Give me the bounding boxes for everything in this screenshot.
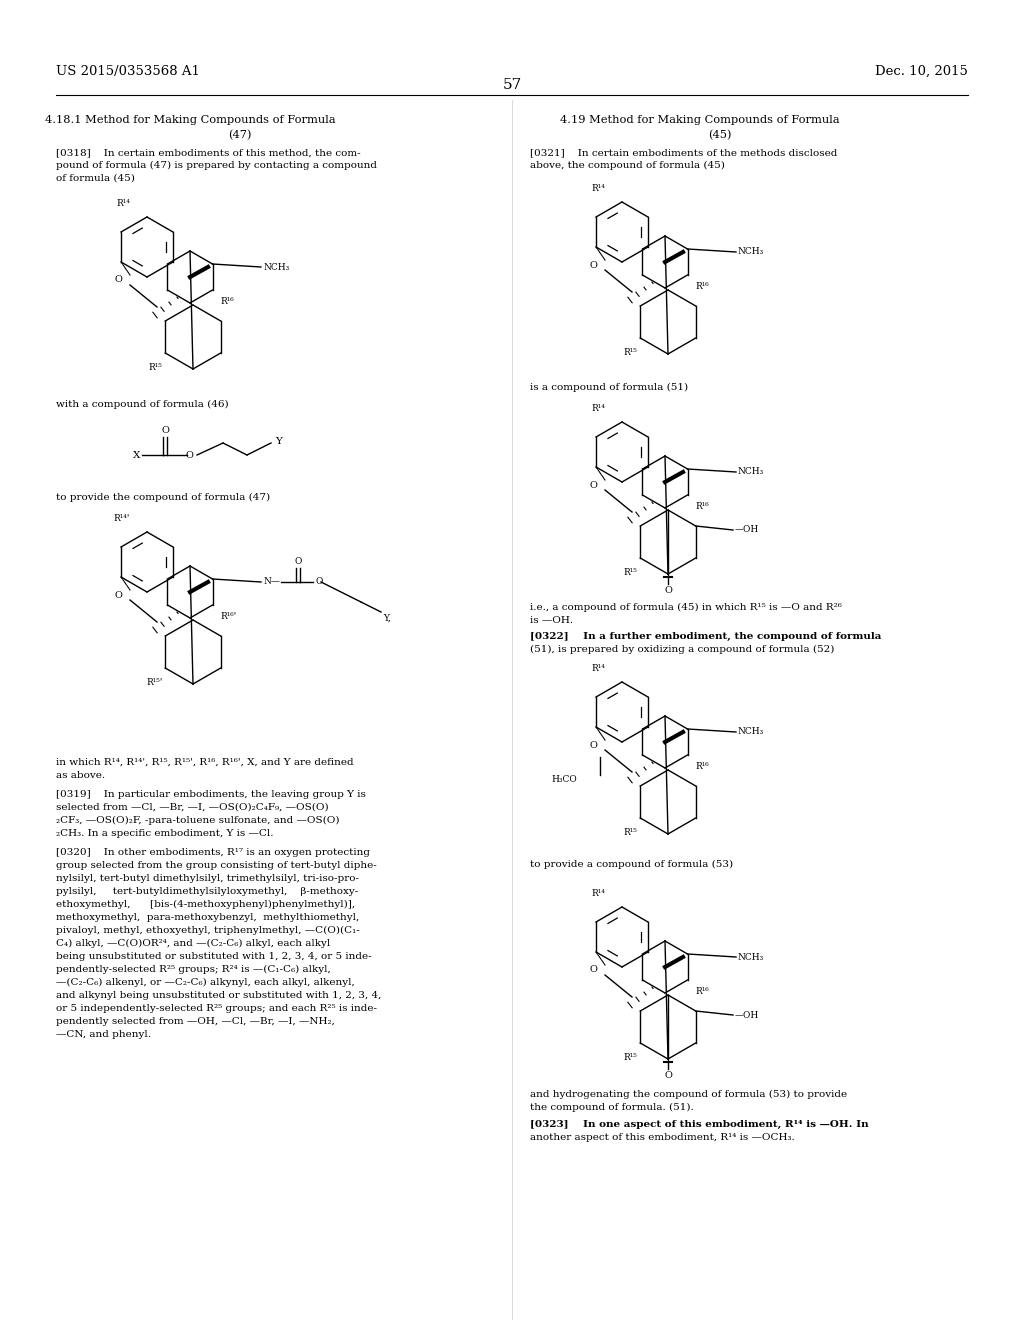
Text: —(C₂-C₆) alkenyl, or —C₂-C₆) alkynyl, each alkyl, alkenyl,: —(C₂-C₆) alkenyl, or —C₂-C₆) alkynyl, ea…: [56, 978, 354, 987]
Text: the compound of formula. (51).: the compound of formula. (51).: [530, 1104, 693, 1113]
Text: or 5 independently-selected R²⁵ groups; and each R²⁵ is inde-: or 5 independently-selected R²⁵ groups; …: [56, 1005, 377, 1012]
Text: and alkynyl being unsubstituted or substituted with 1, 2, 3, 4,: and alkynyl being unsubstituted or subst…: [56, 991, 381, 1001]
Text: in which R¹⁴, R¹⁴', R¹⁵, R¹⁵', R¹⁶, R¹⁶', X, and Y are defined: in which R¹⁴, R¹⁴', R¹⁵, R¹⁵', R¹⁶, R¹⁶'…: [56, 758, 353, 767]
Text: H₃CO: H₃CO: [551, 776, 577, 784]
Text: another aspect of this embodiment, R¹⁴ is —OCH₃.: another aspect of this embodiment, R¹⁴ i…: [530, 1133, 795, 1142]
Text: R¹⁵: R¹⁵: [624, 828, 637, 837]
Text: above, the compound of formula (45): above, the compound of formula (45): [530, 161, 725, 170]
Text: O: O: [589, 965, 597, 974]
Text: R¹⁶: R¹⁶: [695, 987, 709, 997]
Text: pendently selected from —OH, —Cl, —Br, —I, —NH₂,: pendently selected from —OH, —Cl, —Br, —…: [56, 1016, 335, 1026]
Text: (47): (47): [228, 129, 252, 140]
Text: Dec. 10, 2015: Dec. 10, 2015: [876, 65, 968, 78]
Text: nylsilyl, tert-butyl dimethylsilyl, trimethylsilyl, tri-iso-pro-: nylsilyl, tert-butyl dimethylsilyl, trim…: [56, 874, 359, 883]
Text: NCH₃: NCH₃: [738, 467, 764, 477]
Text: Y: Y: [275, 437, 282, 446]
Text: 4.18.1 Method for Making Compounds of Formula: 4.18.1 Method for Making Compounds of Fo…: [45, 115, 335, 125]
Text: R¹⁴: R¹⁴: [591, 404, 605, 413]
Text: R¹⁵: R¹⁵: [624, 568, 637, 577]
Text: ethoxymethyl,      [bis-(4-methoxyphenyl)phenylmethyl)],: ethoxymethyl, [bis-(4-methoxyphenyl)phen…: [56, 900, 355, 909]
Text: NCH₃: NCH₃: [738, 248, 764, 256]
Text: —OH: —OH: [735, 1011, 759, 1019]
Text: O: O: [664, 1071, 672, 1080]
Text: (45): (45): [709, 129, 732, 140]
Text: R¹⁶': R¹⁶': [220, 612, 237, 620]
Text: pylsilyl,     tert-butyldimethylsilyloxymethyl,    β-methoxy-: pylsilyl, tert-butyldimethylsilyloxymeth…: [56, 887, 358, 896]
Text: ₂CF₃, —OS(O)₂F, -para-toluene sulfonate, and —OS(O): ₂CF₃, —OS(O)₂F, -para-toluene sulfonate,…: [56, 816, 340, 825]
Text: O: O: [589, 260, 597, 269]
Text: O: O: [589, 741, 597, 750]
Text: NCH₃: NCH₃: [263, 263, 289, 272]
Text: US 2015/0353568 A1: US 2015/0353568 A1: [56, 65, 200, 78]
Text: 4.19 Method for Making Compounds of Formula: 4.19 Method for Making Compounds of Form…: [560, 115, 840, 125]
Text: 57: 57: [503, 78, 521, 92]
Text: R¹⁴: R¹⁴: [591, 888, 605, 898]
Text: of formula (45): of formula (45): [56, 174, 135, 183]
Text: O: O: [664, 586, 672, 595]
Text: group selected from the group consisting of tert-butyl diphe-: group selected from the group consisting…: [56, 861, 377, 870]
Text: NCH₃: NCH₃: [738, 727, 764, 737]
Text: O: O: [114, 276, 122, 285]
Text: [0319]    In particular embodiments, the leaving group Y is: [0319] In particular embodiments, the le…: [56, 789, 366, 799]
Text: as above.: as above.: [56, 771, 105, 780]
Text: O: O: [315, 578, 323, 586]
Text: R¹⁶: R¹⁶: [695, 282, 709, 290]
Text: to provide the compound of formula (47): to provide the compound of formula (47): [56, 492, 270, 502]
Text: O: O: [114, 590, 122, 599]
Text: [0321]    In certain embodiments of the methods disclosed: [0321] In certain embodiments of the met…: [530, 148, 838, 157]
Text: R¹⁶: R¹⁶: [220, 297, 233, 306]
Text: [0320]    In other embodiments, R¹⁷ is an oxygen protecting: [0320] In other embodiments, R¹⁷ is an o…: [56, 847, 370, 857]
Text: —CN, and phenyl.: —CN, and phenyl.: [56, 1030, 151, 1039]
Text: [0322]    In a further embodiment, the compound of formula: [0322] In a further embodiment, the comp…: [530, 632, 882, 642]
Text: [0323]    In one aspect of this embodiment, R¹⁴ is —OH. In: [0323] In one aspect of this embodiment,…: [530, 1119, 868, 1129]
Text: O: O: [161, 426, 169, 436]
Text: R¹⁶: R¹⁶: [695, 502, 709, 511]
Text: to provide a compound of formula (53): to provide a compound of formula (53): [530, 861, 733, 869]
Text: [0318]    In certain embodiments of this method, the com-: [0318] In certain embodiments of this me…: [56, 148, 360, 157]
Text: R¹⁴': R¹⁴': [114, 513, 130, 523]
Text: R¹⁴: R¹⁴: [591, 664, 605, 673]
Text: O: O: [185, 450, 193, 459]
Text: Y,: Y,: [383, 614, 391, 623]
Text: O: O: [589, 480, 597, 490]
Text: R¹⁶: R¹⁶: [695, 762, 709, 771]
Text: i.e., a compound of formula (45) in which R¹⁵ is —O and R²⁶: i.e., a compound of formula (45) in whic…: [530, 603, 842, 612]
Text: is a compound of formula (51): is a compound of formula (51): [530, 383, 688, 392]
Text: R¹⁴: R¹⁴: [591, 183, 605, 193]
Text: pound of formula (47) is prepared by contacting a compound: pound of formula (47) is prepared by con…: [56, 161, 377, 170]
Text: with a compound of formula (46): with a compound of formula (46): [56, 400, 228, 409]
Text: R¹⁵': R¹⁵': [146, 678, 163, 686]
Text: pivaloyl, methyl, ethoxyethyl, triphenylmethyl, —C(O)(C₁-: pivaloyl, methyl, ethoxyethyl, triphenyl…: [56, 927, 359, 935]
Text: being unsubstituted or substituted with 1, 2, 3, 4, or 5 inde-: being unsubstituted or substituted with …: [56, 952, 372, 961]
Text: NCH₃: NCH₃: [738, 953, 764, 961]
Text: C₄) alkyl, —C(O)OR²⁴, and —(C₂-C₆) alkyl, each alkyl: C₄) alkyl, —C(O)OR²⁴, and —(C₂-C₆) alkyl…: [56, 939, 331, 948]
Text: R¹⁵: R¹⁵: [148, 363, 163, 372]
Text: R¹⁵: R¹⁵: [624, 348, 637, 356]
Text: is —OH.: is —OH.: [530, 616, 573, 624]
Text: —OH: —OH: [735, 525, 759, 535]
Text: selected from —Cl, —Br, —I, —OS(O)₂C₄F₉, —OS(O): selected from —Cl, —Br, —I, —OS(O)₂C₄F₉,…: [56, 803, 329, 812]
Text: methoxymethyl,  para-methoxybenzyl,  methylthiomethyl,: methoxymethyl, para-methoxybenzyl, methy…: [56, 913, 359, 921]
Text: (51), is prepared by oxidizing a compound of formula (52): (51), is prepared by oxidizing a compoun…: [530, 645, 835, 655]
Text: ₂CH₃. In a specific embodiment, Y is —Cl.: ₂CH₃. In a specific embodiment, Y is —Cl…: [56, 829, 273, 838]
Text: X: X: [133, 450, 140, 459]
Text: N—: N—: [263, 578, 280, 586]
Text: O: O: [294, 557, 302, 566]
Text: pendently-selected R²⁵ groups; R²⁴ is —(C₁-C₆) alkyl,: pendently-selected R²⁵ groups; R²⁴ is —(…: [56, 965, 331, 974]
Text: R¹⁴: R¹⁴: [116, 199, 130, 209]
Text: R¹⁵: R¹⁵: [624, 1053, 637, 1063]
Text: and hydrogenating the compound of formula (53) to provide: and hydrogenating the compound of formul…: [530, 1090, 847, 1100]
